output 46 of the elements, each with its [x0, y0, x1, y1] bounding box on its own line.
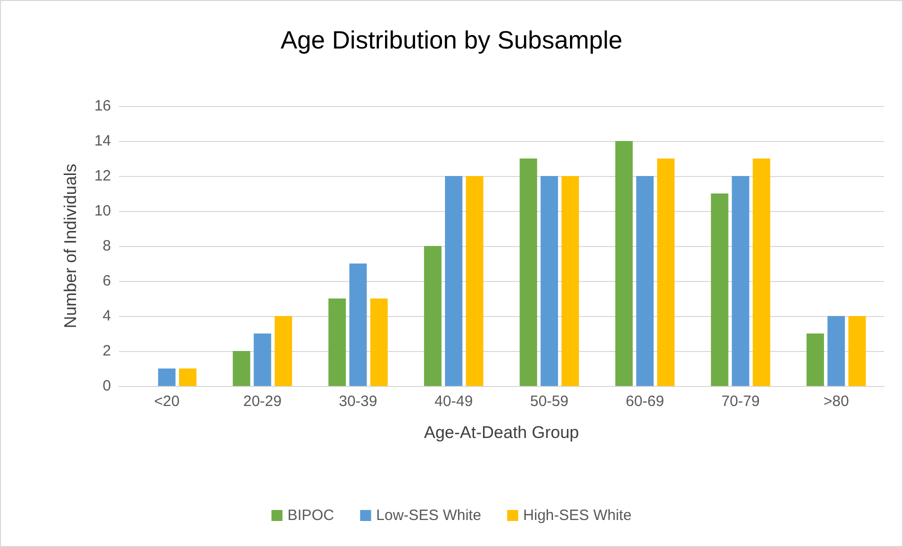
y-tick-label: 12 [94, 168, 111, 184]
bar [806, 334, 824, 386]
bar [540, 176, 558, 386]
y-tick-label: 0 [102, 378, 111, 394]
bar [179, 368, 196, 386]
x-tick-label: 30-39 [338, 393, 378, 410]
legend-label: BIPOC [287, 507, 334, 524]
x-tick-label: 20-29 [243, 393, 282, 410]
y-tick-label: 16 [94, 98, 111, 114]
bar [752, 158, 770, 386]
bar [732, 176, 750, 386]
bar [615, 141, 633, 386]
y-tick-label: 6 [102, 272, 111, 290]
chart-title: Age Distribution by Subsample [280, 26, 622, 54]
legend-label: Low-SES White [376, 507, 482, 524]
x-tick-label: 70-79 [721, 393, 760, 410]
bar [274, 316, 292, 386]
y-tick-label: 8 [102, 238, 111, 254]
bar [232, 351, 250, 386]
bar [710, 194, 728, 386]
x-tick-label: 60-69 [626, 393, 664, 410]
y-axis-title: Number of Individuals [61, 164, 80, 328]
bar [370, 298, 388, 386]
y-tick-label: 14 [94, 132, 111, 150]
bar [444, 176, 462, 386]
bar [328, 298, 346, 386]
bar [636, 176, 654, 386]
bar [657, 158, 675, 386]
y-tick-label: 4 [102, 308, 111, 324]
y-tick-label: 10 [94, 202, 111, 220]
x-tick-label: 50-59 [530, 393, 568, 410]
bar [466, 176, 484, 386]
x-tick-label: 40-49 [434, 393, 473, 410]
bar [562, 176, 579, 386]
bar [254, 334, 272, 386]
legend-label: High-SES White [523, 507, 632, 524]
x-tick-label: >80 [823, 393, 849, 410]
bar [349, 264, 367, 386]
bar [520, 158, 538, 386]
y-tick-label: 2 [102, 342, 111, 360]
bar [424, 246, 442, 386]
bar [848, 316, 866, 386]
bar [827, 316, 845, 386]
x-axis-title: Age-At-Death Group [424, 423, 579, 442]
x-tick-label: <20 [154, 393, 180, 410]
bar [158, 368, 176, 386]
